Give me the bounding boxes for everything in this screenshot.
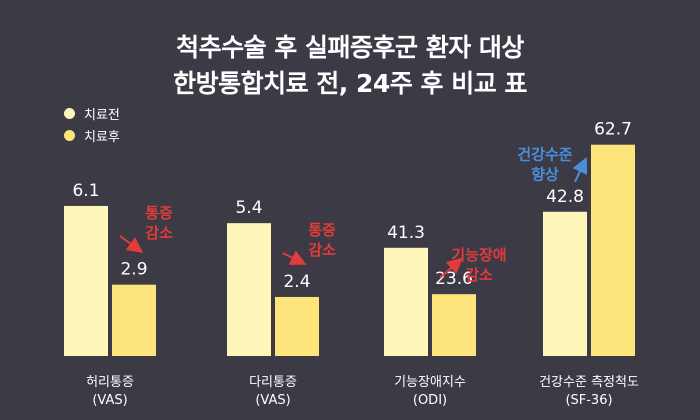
- bar-before-1: [227, 223, 271, 356]
- value-label-before-0: 6.1: [72, 181, 99, 201]
- chart-title-line1: 척추수술 후 실패증후군 환자 대상: [176, 33, 524, 62]
- legend-item-before: 치료전: [64, 104, 120, 123]
- annotation-arrow-2: [439, 257, 464, 279]
- annotation-arrow-0: [119, 235, 144, 254]
- annotation-arrow-3: [572, 157, 588, 183]
- chart-title-line2: 한방통합치료 전, 24주 후 비교 표: [173, 69, 527, 98]
- category-label-3-0: 건강수준 측정척도: [539, 375, 639, 390]
- value-label-after-1: 2.4: [283, 272, 310, 292]
- bar-before-2: [384, 247, 428, 356]
- bar-before-3: [543, 211, 587, 356]
- category-label-2-1: (ODI): [413, 393, 447, 408]
- category-label-2-0: 기능장애지수: [394, 375, 466, 390]
- legend-label-before: 치료전: [84, 108, 120, 123]
- category-label-1-0: 다리통증: [249, 375, 297, 390]
- annotation-text-1-0: 통증: [308, 221, 336, 239]
- value-label-before-3: 42.8: [546, 187, 584, 207]
- legend-swatch-before: [64, 108, 75, 119]
- category-label-1-1: (VAS): [255, 393, 290, 408]
- legend-item-after: 치료후: [64, 126, 120, 145]
- annotation-text-0-0: 통증: [145, 204, 173, 222]
- annotation-text-2-1: 감소: [465, 266, 493, 284]
- legend-swatch-after: [64, 130, 75, 141]
- bar-after-1: [275, 296, 319, 356]
- annotation-text-2-0: 기능장애: [451, 246, 506, 264]
- bar-after-2: [432, 294, 476, 356]
- annotation-text-1-1: 감소: [308, 241, 336, 259]
- category-label-0-0: 허리통증: [86, 375, 134, 390]
- category-label-3-1: (SF-36): [565, 393, 612, 408]
- bar-before-0: [64, 205, 108, 356]
- bar-after-0: [112, 284, 156, 356]
- value-label-after-3: 62.7: [594, 120, 632, 140]
- value-label-before-1: 5.4: [235, 198, 262, 218]
- value-label-after-0: 2.9: [120, 260, 147, 280]
- category-label-0-1: (VAS): [92, 393, 127, 408]
- legend-label-after: 치료후: [84, 130, 120, 145]
- bar-after-3: [591, 144, 635, 356]
- annotation-text-0-1: 감소: [145, 224, 173, 242]
- value-label-before-2: 41.3: [387, 223, 425, 243]
- annotation-arrow-1: [282, 250, 307, 265]
- annotation-text-3-1: 향상: [531, 166, 559, 184]
- annotation-text-3-0: 건강수준: [517, 146, 572, 164]
